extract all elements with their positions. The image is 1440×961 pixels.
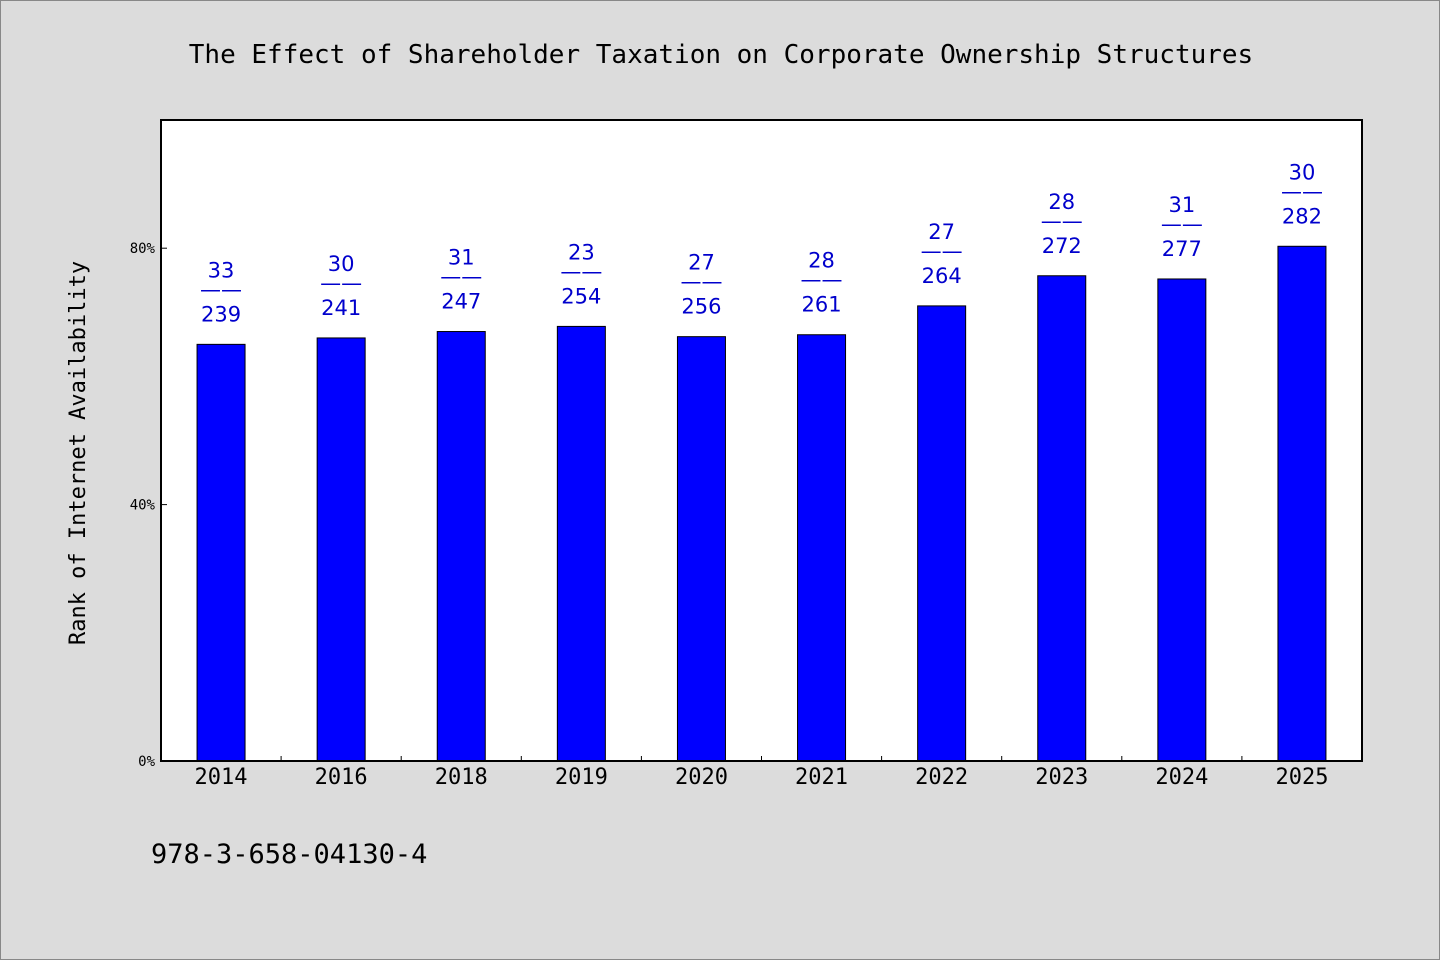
y-tick-label: 80% — [130, 241, 156, 257]
bar-label-bottom: 239 — [201, 302, 241, 326]
bar-2024 — [1157, 278, 1207, 762]
bar-label-bottom: 261 — [802, 293, 842, 317]
isbn-footer: 978-3-658-04130-4 — [151, 839, 427, 870]
bar-2020 — [676, 336, 726, 762]
bar-label-top: 33 — [208, 258, 235, 282]
bar-label-top: 30 — [1289, 160, 1316, 184]
bar-label-separator: —— — [1041, 209, 1083, 233]
x-tick-label: 2019 — [555, 765, 608, 790]
bar-label-separator: —— — [440, 265, 482, 289]
bar-2021 — [797, 334, 847, 762]
bar-label-bottom: 282 — [1282, 204, 1322, 228]
bar-label-top: 27 — [688, 251, 715, 275]
bar-2014 — [196, 343, 246, 762]
bar-label-bottom: 241 — [321, 296, 361, 320]
x-tick-label: 2016 — [315, 765, 368, 790]
y-tick-label: 40% — [130, 498, 156, 514]
bar-label-top: 31 — [1168, 193, 1195, 217]
bar-2023 — [1037, 275, 1087, 762]
bar-label-bottom: 254 — [561, 284, 601, 308]
bar-label-top: 30 — [328, 252, 355, 276]
bar-2016 — [316, 337, 366, 762]
bar-label-separator: —— — [801, 268, 843, 292]
bar-label-separator: —— — [1281, 179, 1323, 203]
x-tick-label: 2023 — [1035, 765, 1088, 790]
bar-label-top: 28 — [808, 249, 835, 273]
x-tick-label: 2020 — [675, 765, 728, 790]
x-tick-label: 2022 — [915, 765, 968, 790]
bar-label-bottom: 264 — [922, 264, 962, 288]
y-tick-label: 0% — [138, 754, 155, 770]
x-tick-label: 2025 — [1275, 765, 1328, 790]
x-tick-label: 2021 — [795, 765, 848, 790]
x-tick-label: 2018 — [435, 765, 488, 790]
bars-group — [196, 245, 1327, 762]
bar-2019 — [556, 325, 606, 762]
bar-labels-group: 33——23930——24131——24723——25427——25628——2… — [200, 160, 1323, 326]
bar-label-bottom: 272 — [1042, 234, 1082, 258]
bar-2018 — [436, 331, 486, 762]
bar-label-separator: —— — [200, 277, 242, 301]
bar-label-top: 31 — [448, 246, 475, 270]
chart-title: The Effect of Shareholder Taxation on Co… — [189, 40, 1253, 70]
x-tick-label: 2014 — [195, 765, 248, 790]
x-tick-label: 2024 — [1155, 765, 1208, 790]
axis-ticks-group: 0% 40% 80% 2014 2016 2018 2019 2020 2021 2022 2023… — [130, 241, 1329, 790]
bar-label-top: 28 — [1048, 190, 1075, 214]
bar-label-top: 23 — [568, 240, 595, 264]
y-axis-label: Rank of Internet Availability — [66, 261, 91, 645]
bar-label-separator: —— — [921, 239, 963, 263]
bar-label-separator: —— — [680, 270, 722, 294]
bar-2022 — [917, 305, 967, 762]
plot-frame — [160, 119, 1363, 762]
bar-label-separator: —— — [1161, 212, 1203, 236]
bar-label-bottom: 247 — [441, 290, 481, 314]
bar-label-separator: —— — [320, 271, 362, 295]
bar-2025 — [1277, 245, 1327, 762]
bar-label-top: 27 — [928, 220, 955, 244]
bar-label-bottom: 277 — [1162, 237, 1202, 261]
bar-label-separator: —— — [560, 259, 602, 283]
bar-label-bottom: 256 — [681, 295, 721, 319]
